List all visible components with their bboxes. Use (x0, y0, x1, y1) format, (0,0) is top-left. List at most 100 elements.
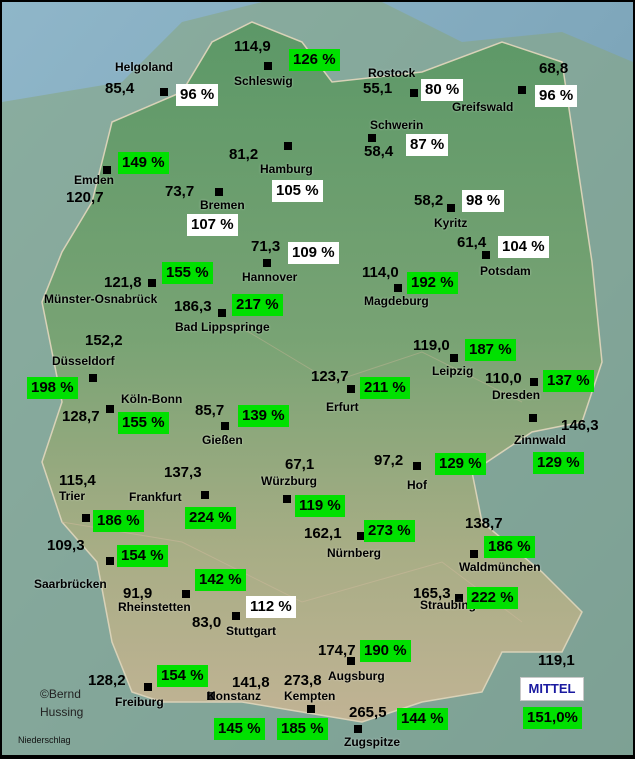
precip-value-saarbruecken: 109,3 (47, 537, 85, 554)
percent-badge-schleswig: 126 % (289, 49, 340, 71)
precip-value-greifswald: 68,8 (539, 60, 569, 77)
station-marker-stuttgart (232, 612, 240, 620)
precip-value-duesseldorf: 152,2 (85, 332, 123, 349)
station-marker-magdeburg (394, 284, 402, 292)
percent-badge-lippspringe: 217 % (232, 294, 283, 316)
percent-badge-koelnbonn: 155 % (118, 412, 169, 434)
percent-badge-greifswald: 96 % (535, 85, 578, 107)
percent-badge-schwerin: 87 % (406, 134, 449, 156)
city-name-zinnwald: Zinnwald (514, 433, 566, 447)
city-name-giessen: Gießen (202, 433, 243, 447)
city-name-saarbruecken: Saarbrücken (34, 577, 107, 591)
percent-badge-nuernberg: 273 % (364, 520, 415, 542)
precip-value-frankfurt: 137,3 (164, 464, 202, 481)
station-marker-muenster (148, 279, 156, 287)
station-marker-koelnbonn (106, 405, 114, 413)
precip-value-straubing: 165,3 (413, 585, 451, 602)
precip-value-konstanz: 141,8 (232, 674, 270, 691)
city-name-kempten: Kempten (284, 689, 336, 703)
city-name-rheinstetten: Rheinstetten (118, 600, 191, 614)
city-name-hamburg: Hamburg (260, 162, 313, 176)
precip-value-lippspringe: 186,3 (174, 298, 212, 315)
city-name-frankfurt: Frankfurt (129, 490, 182, 504)
station-marker-hof (413, 462, 421, 470)
precip-value-bremen: 73,7 (165, 183, 195, 200)
precip-value-emden: 120,7 (66, 189, 104, 206)
author-credit: ©Bernd Hussing (40, 685, 83, 721)
precip-value-schleswig: 114,9 (234, 38, 271, 55)
station-marker-straubing (455, 594, 463, 602)
city-name-leipzig: Leipzig (432, 364, 474, 378)
city-name-lippspringe: Bad Lippspringe (175, 320, 270, 334)
percent-badge-kyritz: 98 % (462, 190, 505, 212)
precip-value-stuttgart: 83,0 (192, 614, 222, 631)
city-name-trier: Trier (59, 489, 86, 503)
precip-value-helgoland: 85,4 (105, 80, 135, 97)
station-marker-emden (103, 166, 111, 174)
station-marker-schleswig (264, 62, 272, 70)
percent-badge-zugspitze: 144 % (397, 708, 448, 730)
station-marker-schwerin (368, 134, 376, 142)
precip-value-koelnbonn: 128,7 (62, 408, 100, 425)
percent-badge-hannover: 109 % (288, 242, 339, 264)
city-name-emden: Emden (74, 173, 115, 187)
station-marker-leipzig (450, 354, 458, 362)
percent-badge-hamburg: 105 % (272, 180, 323, 202)
city-name-augsburg: Augsburg (328, 669, 385, 683)
station-marker-rostock (410, 89, 418, 97)
city-name-konstanz: Konstanz (207, 689, 261, 703)
credit-line-2: Hussing (40, 705, 84, 719)
precip-value-augsburg: 174,7 (318, 642, 356, 659)
city-name-freiburg: Freiburg (115, 695, 164, 709)
percent-badge-stuttgart: 112 % (246, 596, 296, 618)
city-name-straubing: Straubing (420, 598, 476, 612)
credit-line-1: ©Bernd (40, 687, 81, 701)
station-marker-bremen (215, 188, 223, 196)
percent-badge-frankfurt: 224 % (185, 507, 236, 529)
city-name-zugspitze: Zugspitze (344, 735, 400, 749)
precip-value-hannover: 71,3 (251, 238, 281, 255)
percent-badge-konstanz: 145 % (214, 718, 265, 740)
percent-badge-trier: 186 % (93, 510, 144, 532)
precip-value-zinnwald: 146,3 (561, 417, 599, 434)
station-marker-potsdam (482, 251, 490, 259)
city-name-erfurt: Erfurt (326, 400, 359, 414)
station-marker-waldmuenchen (470, 550, 478, 558)
precip-value-wuerzburg: 67,1 (285, 456, 315, 473)
city-name-nuernberg: Nürnberg (327, 546, 381, 560)
city-name-dresden: Dresden (492, 388, 541, 402)
percent-badge-potsdam: 104 % (498, 236, 549, 258)
station-marker-duesseldorf (89, 374, 97, 382)
station-marker-frankfurt (201, 491, 209, 499)
percent-badge-magdeburg: 192 % (407, 272, 458, 294)
precip-value-potsdam: 61,4 (457, 234, 487, 251)
precip-value-hamburg: 81,2 (229, 146, 259, 163)
city-name-greifswald: Greifswald (452, 100, 514, 114)
station-marker-erfurt (347, 385, 355, 393)
percent-badge-straubing: 222 % (467, 587, 518, 609)
precip-value-giessen: 85,7 (195, 402, 225, 419)
percent-badge-augsburg: 190 % (360, 640, 411, 662)
station-marker-dresden (530, 378, 538, 386)
percent-badge-dresden: 137 % (543, 370, 594, 392)
mittel-label: MITTEL (520, 677, 584, 701)
percent-badge-giessen: 139 % (238, 405, 289, 427)
station-marker-helgoland (160, 88, 168, 96)
station-marker-freiburg (144, 683, 152, 691)
station-marker-hannover (263, 259, 271, 267)
precip-value-erfurt: 123,7 (311, 368, 349, 385)
station-marker-saarbruecken (106, 557, 114, 565)
city-name-schwerin: Schwerin (370, 118, 424, 132)
mittel-value: 119,1 (538, 652, 575, 669)
station-marker-zinnwald (529, 414, 537, 422)
map-footer-label: Niederschlag (18, 735, 71, 745)
station-marker-giessen (221, 422, 229, 430)
mittel-percent: 151,0% (523, 707, 582, 729)
percent-badge-erfurt: 211 % (360, 377, 410, 399)
percent-badge-leipzig: 187 % (465, 339, 516, 361)
station-marker-kyritz (447, 204, 455, 212)
precip-value-waldmuenchen: 138,7 (465, 515, 503, 532)
percent-badge-saarbruecken: 154 % (117, 545, 168, 567)
station-marker-augsburg (347, 657, 355, 665)
